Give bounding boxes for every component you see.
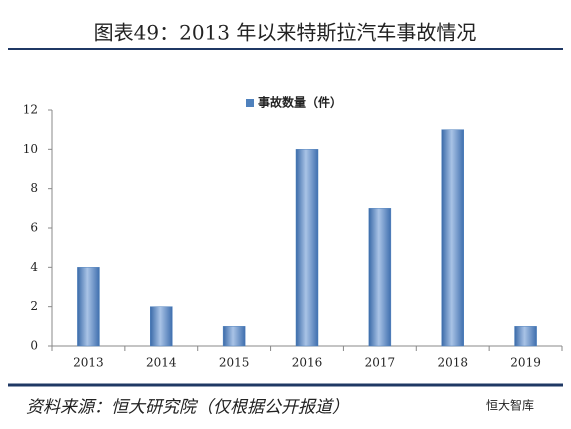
x-tick-label: 2018: [437, 356, 468, 370]
bar: [368, 208, 392, 347]
y-tick-label: 0: [30, 339, 38, 353]
y-tick-label: 4: [30, 260, 38, 274]
legend-label: 事故数量（件）: [258, 95, 342, 110]
bar: [441, 129, 464, 347]
x-tick-label: 2017: [365, 356, 396, 370]
bar: [77, 267, 100, 347]
chart-title: 图表49：2013 年以来特斯拉汽车事故情况: [94, 21, 477, 45]
x-tick-label: 2013: [73, 356, 104, 370]
bar: [222, 326, 246, 347]
bar: [150, 306, 173, 347]
x-tick-label: 2015: [219, 356, 250, 370]
y-tick-label: 6: [30, 221, 38, 235]
y-tick-label: 8: [30, 181, 38, 195]
y-tick-label: 2: [30, 299, 38, 313]
watermark: 恒大智库: [486, 398, 534, 413]
y-tick-label: 12: [23, 103, 38, 117]
bar: [295, 149, 319, 347]
x-tick-label: 2016: [292, 356, 323, 370]
x-tick-label: 2019: [510, 356, 541, 370]
y-tick-label: 10: [23, 142, 38, 156]
legend-swatch: [246, 99, 254, 107]
x-tick-label: 2014: [146, 356, 177, 370]
bar: [514, 326, 537, 347]
source-note: 资料来源：恒大研究院（仅根据公开报道）: [26, 398, 349, 418]
